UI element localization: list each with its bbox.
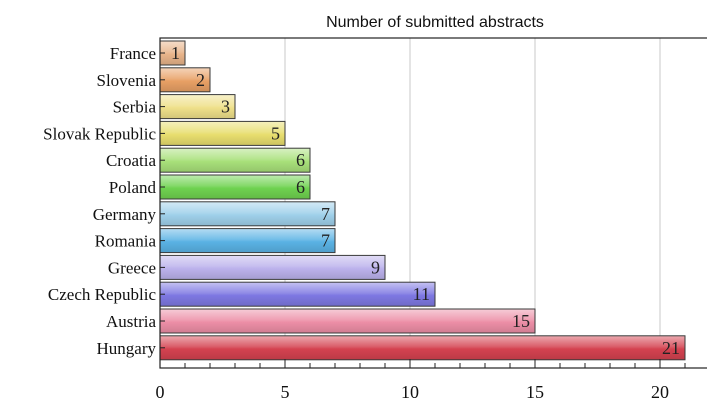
value-label-poland: 6 bbox=[296, 177, 305, 197]
category-label-czech-republic: Czech Republic bbox=[48, 285, 157, 304]
value-label-hungary: 21 bbox=[662, 338, 680, 358]
category-label-austria: Austria bbox=[106, 312, 157, 331]
bar-hungary bbox=[159, 335, 686, 361]
category-label-greece: Greece bbox=[108, 258, 156, 277]
bar-romania bbox=[159, 228, 336, 254]
x-tick-label-15: 15 bbox=[526, 382, 544, 402]
value-label-germany: 7 bbox=[321, 204, 330, 224]
category-label-germany: Germany bbox=[93, 205, 157, 224]
bar-greece bbox=[159, 254, 386, 280]
bar-croatia bbox=[159, 147, 311, 173]
value-label-france: 1 bbox=[171, 43, 180, 63]
category-label-poland: Poland bbox=[109, 178, 157, 197]
bar-poland bbox=[159, 174, 311, 200]
bar-germany bbox=[159, 201, 336, 227]
axes: 0 5 10 15 20 bbox=[156, 37, 707, 402]
bar-slovak-republic bbox=[159, 120, 286, 146]
value-label-austria: 15 bbox=[512, 311, 530, 331]
category-label-croatia: Croatia bbox=[106, 151, 156, 170]
value-label-slovenia: 2 bbox=[196, 70, 205, 90]
bar-slovenia bbox=[159, 67, 211, 93]
x-tick-label-0: 0 bbox=[156, 382, 165, 402]
chart-title: Number of submitted abstracts bbox=[326, 14, 544, 31]
category-label-slovenia: Slovenia bbox=[97, 71, 157, 90]
category-label-romania: Romania bbox=[95, 232, 157, 251]
value-label-croatia: 6 bbox=[296, 150, 305, 170]
category-label-hungary: Hungary bbox=[97, 339, 157, 358]
category-labels: France Slovenia Serbia Slovak Republic Croat… bbox=[43, 44, 156, 358]
category-label-france: France bbox=[110, 44, 156, 63]
bar-serbia bbox=[159, 94, 236, 120]
plot-frame bbox=[159, 37, 707, 369]
value-label-slovak-republic: 5 bbox=[271, 123, 280, 143]
value-label-romania: 7 bbox=[321, 231, 330, 251]
category-label-serbia: Serbia bbox=[113, 98, 157, 117]
value-label-greece: 9 bbox=[371, 257, 380, 277]
category-label-slovak-republic: Slovak Republic bbox=[43, 124, 156, 143]
bar-austria bbox=[159, 308, 536, 334]
bar-czech-republic bbox=[159, 281, 436, 307]
x-tick-label-10: 10 bbox=[401, 382, 419, 402]
value-label-serbia: 3 bbox=[221, 97, 230, 117]
value-label-czech-republic: 11 bbox=[413, 284, 430, 304]
x-tick-label-5: 5 bbox=[281, 382, 290, 402]
x-tick-label-20: 20 bbox=[651, 382, 669, 402]
